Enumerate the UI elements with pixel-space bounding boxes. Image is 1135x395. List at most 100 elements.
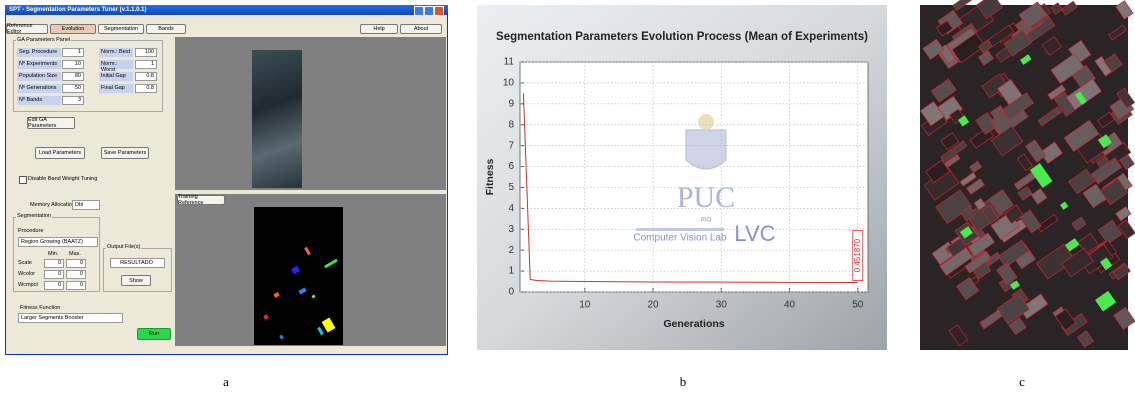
panel-title: Segmentation [16,214,52,220]
logo-crest [686,130,726,169]
caption: c [1019,374,1025,389]
param-label: Initial Gap [99,72,133,81]
param-label: Nº Experiments [17,60,61,69]
menu-button[interactable]: About [400,24,442,34]
x-tick-label: 40 [784,300,796,311]
minimize-button[interactable] [414,6,424,16]
caption: b [680,374,687,389]
param-label: Population Size [17,72,61,81]
plot-area [520,62,868,292]
y-axis-label: Fitness [484,158,496,195]
param-label: Norm.: Worst [99,60,133,69]
panel-title: Output File(s) [106,245,141,251]
reference-segment [311,294,315,298]
reference-segment [324,259,338,269]
window-title: SPT - Segmentation Parameters Tuner (v.1… [9,7,147,13]
chart-title: Segmentation Parameters Evolution Proces… [496,31,868,43]
y-tick-label: 1 [508,266,514,277]
x-tick-label: 50 [852,300,864,311]
tab[interactable]: Bands [146,24,186,34]
y-tick-label: 4 [508,203,514,214]
param-field[interactable]: 1 [62,48,84,57]
figure: PUC RIO Computer Vision Lab LVC Segmenta… [0,0,1135,395]
dropdown[interactable]: Dbl [72,200,100,210]
param-field[interactable]: 1 [135,60,157,69]
param-label: Nº Bands [17,96,61,105]
annotation: 0.451870 [853,238,862,272]
dropdown[interactable]: Larger Segments Booster [18,313,123,323]
y-tick-label: 9 [508,98,514,109]
param-field[interactable]: 80 [62,72,84,81]
y-tick-label: 7 [508,140,514,151]
row-label: Scale [18,261,32,267]
param-label: Final Gap [99,84,133,93]
min-field[interactable]: 0 [44,270,64,279]
logo-crown [698,114,714,130]
column-header: Max. [69,252,81,258]
max-field[interactable]: 0 [66,270,86,279]
param-label: Seg. Procedure [17,48,61,57]
close-button[interactable] [434,6,444,16]
reference-segment [317,327,324,335]
y-tick-label: 3 [508,224,514,235]
checkbox[interactable] [19,176,27,184]
button[interactable]: Show [121,275,151,286]
max-field[interactable]: 0 [66,259,86,268]
param-field[interactable]: 3 [62,96,84,105]
row-label: Wcolor [18,272,35,278]
param-label: Norm.: Best [99,48,133,57]
menu-button[interactable]: Help [360,24,398,34]
y-tick-label: 2 [508,245,514,256]
reference-segment [298,288,306,295]
tab-active[interactable]: Evolution [50,24,96,34]
param-field[interactable]: 0.8 [135,84,157,93]
y-tick-label: 10 [503,78,515,89]
y-tick-label: 11 [504,57,515,68]
run-button[interactable]: Run [137,328,171,340]
max-field[interactable]: 0 [66,281,86,290]
column-header: Min. [48,252,58,258]
text-field[interactable]: RESULTADO [110,258,165,268]
reference-segment [291,266,300,275]
param-field[interactable]: 50 [62,84,84,93]
y-tick-label: 0 [508,287,514,298]
satellite-image [252,50,302,188]
tab[interactable]: Segmentation [98,24,144,34]
field-label: Memory Allocation [30,203,75,209]
row-label: Wcmpct [18,283,38,289]
y-tick-label: 5 [508,182,514,193]
y-tick-label: 6 [508,161,514,172]
x-tick-label: 20 [647,300,659,311]
maximize-button[interactable] [424,6,434,16]
param-label: Nº Generations [17,84,61,93]
button[interactable]: Training Reference [177,195,225,205]
param-field[interactable]: 0.8 [135,72,157,81]
button[interactable]: Load Parameters [35,147,85,159]
image-panel [175,37,446,190]
field-label: Procedure [18,229,43,235]
reference-image [254,207,343,345]
logo-bar [636,228,724,231]
tab[interactable]: Reference Editor [6,24,48,34]
logo-text: PUC [677,181,735,214]
param-field[interactable]: 100 [135,48,157,57]
param-field[interactable]: 10 [62,60,84,69]
logo-short: LVC [734,221,775,246]
reference-segment [304,247,311,255]
min-field[interactable]: 0 [44,281,64,290]
field-label: Fitness Function [20,306,60,312]
logo-lab: Computer Vision Lab [633,233,727,244]
reference-segment [273,292,279,298]
dropdown[interactable]: Region Growing (BAATZ) [18,237,98,247]
button[interactable]: Edit GA Parameters [27,117,75,129]
min-field[interactable]: 0 [44,259,64,268]
button[interactable]: Save Parameters [101,147,149,159]
x-tick-label: 30 [716,300,728,311]
x-tick-label: 10 [579,300,591,311]
reference-segment [263,314,268,319]
reference-segment [279,335,284,340]
checkbox-label: Disable Band Weight Tuning [28,177,97,183]
y-tick-label: 8 [508,119,514,130]
caption: a [223,374,229,389]
reference-segment [322,318,336,333]
